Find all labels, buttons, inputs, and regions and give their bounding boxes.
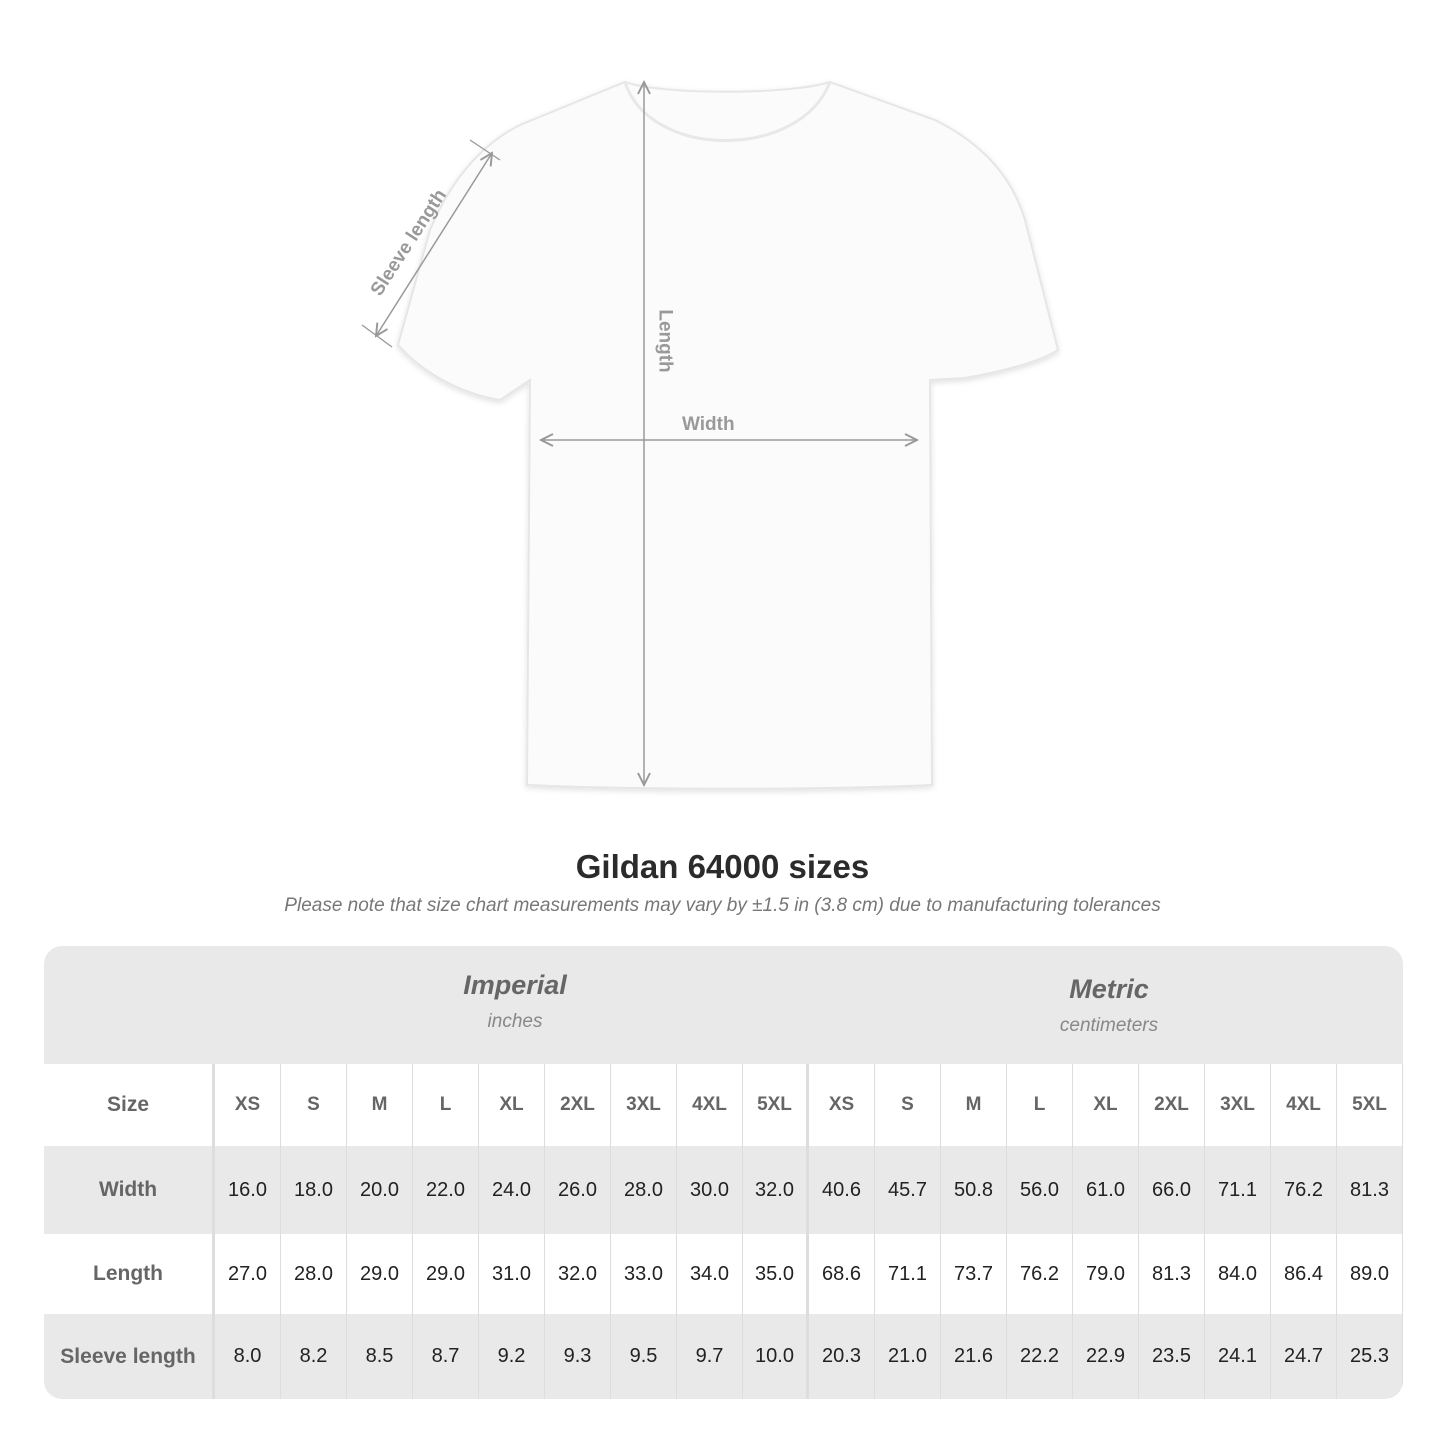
metric-value-cell: 56.0 — [1007, 1146, 1073, 1234]
imperial-value-cell: 9.7 — [677, 1314, 743, 1399]
page-title: Gildan 64000 sizes — [575, 848, 870, 885]
metric-value-cell: 20.3 — [809, 1314, 875, 1399]
size-header-cell: XS — [215, 1064, 281, 1146]
metric-value-cell: 76.2 — [1007, 1234, 1073, 1314]
imperial-value-cell: 9.2 — [479, 1314, 545, 1399]
size-header-cell: 5XL — [743, 1064, 809, 1146]
imperial-value-cell: 8.5 — [347, 1314, 413, 1399]
row-label: Sleeve length — [44, 1314, 215, 1399]
size-header-cell: 2XL — [1139, 1064, 1205, 1146]
metric-value-cell: 23.5 — [1139, 1314, 1205, 1399]
size-header-cell: 5XL — [1337, 1064, 1403, 1146]
size-header-cell: L — [1007, 1064, 1073, 1146]
imperial-value-cell: 29.0 — [347, 1234, 413, 1314]
size-header-cell: 3XL — [1205, 1064, 1271, 1146]
table-row: Width 16.0 18.0 20.0 22.0 24.0 26.0 28.0 30.0 32.… — [44, 1146, 1403, 1234]
imperial-title: Imperial — [463, 970, 567, 1000]
size-header-cell: M — [347, 1064, 413, 1146]
table-row: Sleeve length 8.0 8.2 8.5 8.7 9.2 9.3 9.5 9.7 10.… — [44, 1314, 1403, 1399]
metric-value-cell: 21.6 — [941, 1314, 1007, 1399]
imperial-value-cell: 8.7 — [413, 1314, 479, 1399]
size-header-cell: XS — [809, 1064, 875, 1146]
imperial-unit: inches — [487, 1011, 543, 1032]
metric-value-cell: 79.0 — [1073, 1234, 1139, 1314]
size-table: Imperial inches Metric centimeters Size X… — [44, 946, 1403, 1399]
imperial-value-cell: 8.0 — [215, 1314, 281, 1399]
imperial-value-cell: 20.0 — [347, 1146, 413, 1234]
imperial-value-cell: 27.0 — [215, 1234, 281, 1314]
row-label: Size — [44, 1064, 215, 1146]
metric-value-cell: 61.0 — [1073, 1146, 1139, 1234]
row-label: Width — [44, 1146, 215, 1234]
size-header-cell: 4XL — [677, 1064, 743, 1146]
imperial-value-cell: 16.0 — [215, 1146, 281, 1234]
metric-value-cell: 22.2 — [1007, 1314, 1073, 1399]
size-header-cell: M — [941, 1064, 1007, 1146]
tshirt-diagram — [361, 0, 1060, 790]
size-header-cell: 2XL — [545, 1064, 611, 1146]
size-header-cell: XL — [479, 1064, 545, 1146]
metric-value-cell: 24.1 — [1205, 1314, 1271, 1399]
metric-value-cell: 68.6 — [809, 1234, 875, 1314]
imperial-value-cell: 32.0 — [743, 1146, 809, 1234]
metric-value-cell: 76.2 — [1271, 1146, 1337, 1234]
imperial-value-cell: 35.0 — [743, 1234, 809, 1314]
metric-value-cell: 86.4 — [1271, 1234, 1337, 1314]
metric-title: Metric — [1069, 974, 1149, 1004]
tolerance-note: Please note that size chart measurements… — [284, 895, 1161, 916]
imperial-value-cell: 22.0 — [413, 1146, 479, 1234]
imperial-value-cell: 26.0 — [545, 1146, 611, 1234]
imperial-value-cell: 30.0 — [677, 1146, 743, 1234]
row-label: Length — [44, 1234, 215, 1314]
imperial-value-cell: 9.5 — [611, 1314, 677, 1399]
metric-value-cell: 89.0 — [1337, 1234, 1403, 1314]
imperial-value-cell: 8.2 — [281, 1314, 347, 1399]
metric-value-cell: 81.3 — [1337, 1146, 1403, 1234]
size-header-cell: S — [281, 1064, 347, 1146]
metric-value-cell: 24.7 — [1271, 1314, 1337, 1399]
width-label: Width — [682, 414, 735, 435]
imperial-value-cell: 31.0 — [479, 1234, 545, 1314]
imperial-value-cell: 34.0 — [677, 1234, 743, 1314]
metric-value-cell: 40.6 — [809, 1146, 875, 1234]
metric-value-cell: 71.1 — [1205, 1146, 1271, 1234]
size-header-cell: 4XL — [1271, 1064, 1337, 1146]
metric-value-cell: 22.9 — [1073, 1314, 1139, 1399]
imperial-value-cell: 28.0 — [281, 1234, 347, 1314]
imperial-value-cell: 33.0 — [611, 1234, 677, 1314]
metric-value-cell: 66.0 — [1139, 1146, 1205, 1234]
imperial-header: Imperial inches — [215, 970, 815, 1088]
table-row: Length 27.0 28.0 29.0 29.0 31.0 32.0 33.0 34.0 35… — [44, 1234, 1403, 1314]
metric-value-cell: 21.0 — [875, 1314, 941, 1399]
size-header-cell: XL — [1073, 1064, 1139, 1146]
metric-header: Metric centimeters — [809, 974, 1403, 1092]
imperial-value-cell: 24.0 — [479, 1146, 545, 1234]
imperial-value-cell: 9.3 — [545, 1314, 611, 1399]
metric-unit: centimeters — [1059, 1015, 1159, 1036]
sleeve-arrow — [376, 153, 492, 336]
length-label: Length — [654, 309, 676, 373]
imperial-value-cell: 28.0 — [611, 1146, 677, 1234]
size-header-cell: L — [413, 1064, 479, 1146]
imperial-value-cell: 10.0 — [743, 1314, 809, 1399]
metric-value-cell: 25.3 — [1337, 1314, 1403, 1399]
metric-value-cell: 84.0 — [1205, 1234, 1271, 1314]
metric-value-cell: 50.8 — [941, 1146, 1007, 1234]
imperial-value-cell: 29.0 — [413, 1234, 479, 1314]
metric-value-cell: 81.3 — [1139, 1234, 1205, 1314]
metric-value-cell: 45.7 — [875, 1146, 941, 1234]
imperial-value-cell: 32.0 — [545, 1234, 611, 1314]
size-header-cell: 3XL — [611, 1064, 677, 1146]
size-header-cell: S — [875, 1064, 941, 1146]
metric-value-cell: 71.1 — [875, 1234, 941, 1314]
size-header-row: Size XS S M L XL 2XL 3XL 4XL 5XL XS S M L XL 2XL 3XL 4XL 5… — [44, 1064, 1403, 1146]
metric-value-cell: 73.7 — [941, 1234, 1007, 1314]
imperial-value-cell: 18.0 — [281, 1146, 347, 1234]
